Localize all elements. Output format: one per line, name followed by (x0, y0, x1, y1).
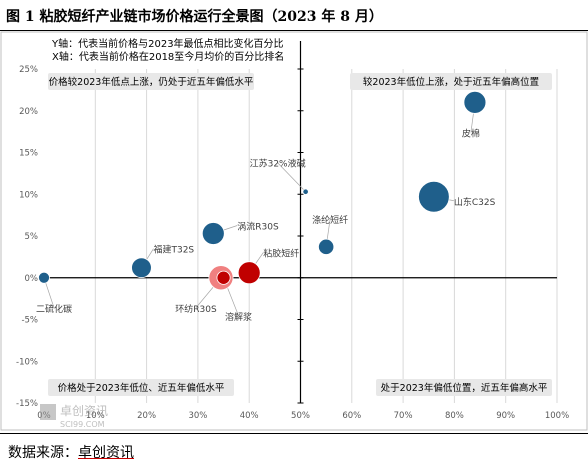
x-tick-label: 50% (291, 411, 310, 421)
y-tick-label: 25% (19, 65, 38, 75)
bubble-point (318, 238, 335, 255)
point-label: 山东C32S (454, 196, 496, 208)
quadrant-label-top-left: 价格较2023年低点上涨，仍处于近五年偏低水平 (49, 76, 254, 88)
point-label: 涡流R30S (237, 220, 279, 232)
point-label: 粘胶短纤 (263, 248, 299, 260)
bubble-point (131, 257, 152, 279)
quadrant-label-layer: 价格较2023年低点上涨，仍处于近五年偏低水平 较2023年低位上涨，处于近五年偏… (48, 73, 552, 396)
y-tick-label: 5% (25, 232, 39, 242)
x-tick-label: 90% (496, 411, 515, 421)
bubble-chart: 0% 10% 20% 30% 40% 50% 60% 70% 80% 90% 100% -15% -10… (0, 31, 588, 431)
bubble-point (237, 261, 261, 285)
watermark-text-cn: 卓创资讯 (60, 404, 108, 418)
quadrant-label-box (350, 73, 552, 90)
quadrant-label-box (48, 73, 254, 90)
point-label: 溶解浆 (225, 311, 252, 323)
x-tick-label: 70% (394, 411, 413, 421)
quadrant-label-bottom-left: 价格处于2023年低位、近五年偏低水平 (58, 382, 225, 394)
axis-note: X轴：代表当前价格在2018至今月均价的百分比排名 (52, 50, 284, 63)
figure-title-bar: 图 1 粘胶短纤产业链市场价格运行全景图（2023 年 8 月） (0, 0, 588, 31)
watermark: 卓创资讯 SCI99.COM (40, 404, 108, 429)
source-bar: 数据来源：卓创资讯 (0, 433, 588, 467)
x-tick-label: 60% (342, 411, 361, 421)
x-tick-label: 30% (188, 411, 207, 421)
figure-title: 图 1 粘胶短纤产业链市场价格运行全景图（2023 年 8 月） (6, 9, 383, 25)
quadrant-label-top-right: 较2023年低位上涨，处于近五年偏高位置 (363, 76, 539, 88)
bubble-point (216, 270, 231, 285)
y-tick-label: 20% (19, 107, 38, 117)
chart-border (0, 31, 588, 431)
quadrant-label-box (376, 379, 552, 396)
source-line: 数据来源：卓创资讯 (8, 442, 134, 462)
bubble-point (38, 271, 50, 284)
x-tick-label: 20% (137, 411, 156, 421)
x-tick-label: 10% (86, 411, 105, 421)
point-label: 皮棉 (462, 127, 480, 139)
bubble-point (201, 222, 225, 245)
bubble-point (418, 180, 450, 213)
point-label: 环纺R30S (175, 303, 217, 315)
bubble-point (302, 188, 309, 195)
bubble-layer (38, 91, 487, 291)
y-tick-label: -5% (21, 316, 38, 326)
y-tick-label: -10% (16, 357, 38, 367)
watermark-text-en: SCI99.COM (60, 420, 105, 429)
source-name: 卓创资讯 (78, 445, 134, 461)
point-label: 二硫化碳 (36, 303, 72, 315)
x-tick-label: 100% (545, 411, 569, 421)
y-tick-label: -15% (16, 399, 38, 409)
bubble-point (463, 91, 487, 114)
y-tick-label: 15% (19, 149, 38, 159)
x-tick-label: 40% (240, 411, 259, 421)
axis-note: Y轴：代表当前价格与2023年最低点相比变化百分比 (51, 37, 284, 50)
axis-notes: Y轴：代表当前价格与2023年最低点相比变化百分比X轴：代表当前价格在2018至… (51, 37, 284, 63)
point-label: 涤纶短纤 (312, 214, 348, 226)
source-label: 数据来源： (8, 445, 78, 461)
x-tick-label: 80% (445, 411, 464, 421)
quadrant-label-box (48, 379, 234, 396)
callout-line (277, 162, 306, 192)
point-label: 福建T32S (153, 244, 194, 256)
quadrant-label-bottom-right: 处于2023年偏低位置，近五年偏高水平 (381, 382, 548, 394)
point-label: 江苏32%液碱 (250, 158, 306, 170)
y-tick-label: 10% (19, 190, 38, 200)
y-tick-label: 0% (25, 274, 39, 284)
